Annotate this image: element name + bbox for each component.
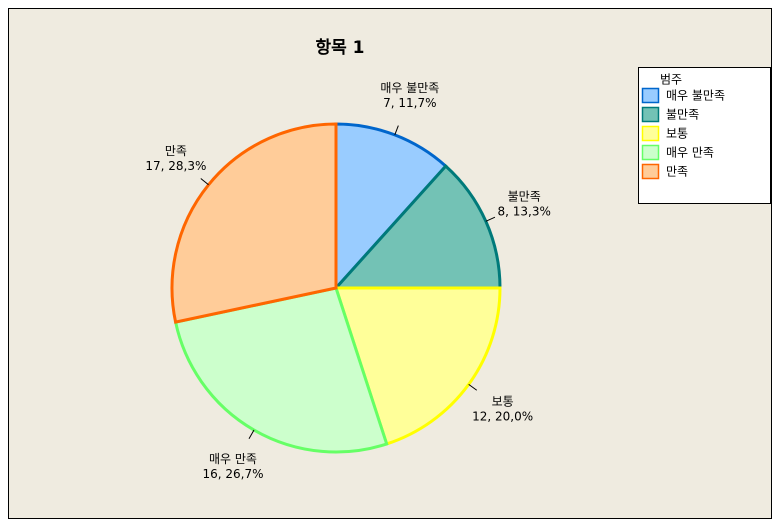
slice-value-label: 17, 28,3% — [145, 159, 206, 173]
pie-slice — [332, 164, 502, 290]
legend-swatch — [641, 144, 660, 161]
chart-title: 항목 1 — [315, 37, 364, 58]
slice-label: 매우 만족 — [209, 452, 257, 466]
leader-line — [394, 125, 399, 136]
pie-slice — [170, 122, 338, 324]
legend-label: 매우 불만족 — [666, 89, 725, 103]
leader-line — [485, 216, 496, 222]
pie-slice — [173, 286, 389, 454]
legend-label: 매우 만족 — [666, 146, 714, 160]
legend-swatch — [641, 87, 660, 104]
slice-label: 매우 불만족 — [380, 81, 439, 95]
legend-label: 만족 — [666, 165, 688, 179]
slice-value-label: 16, 26,7% — [202, 467, 263, 481]
slice-label: 보통 — [492, 395, 514, 409]
leader-line — [200, 178, 209, 186]
pie-slice — [333, 286, 502, 446]
legend-title: 범주 — [660, 73, 682, 87]
slice-label: 불만족 — [508, 190, 541, 204]
leader-line — [248, 429, 255, 439]
slice-value-label: 7, 11,7% — [383, 96, 436, 110]
legend-label: 보통 — [666, 127, 688, 141]
slice-label: 만족 — [165, 144, 187, 158]
legend-label: 불만족 — [666, 108, 699, 122]
pie-slice — [334, 122, 448, 292]
slice-value-label: 12, 20,0% — [472, 410, 533, 424]
legend-swatch — [641, 106, 660, 123]
leader-line — [468, 383, 478, 391]
slice-value-label: 8, 13,3% — [497, 205, 550, 219]
legend-swatch — [641, 163, 660, 180]
legend-box — [638, 67, 771, 204]
legend-swatch — [641, 125, 660, 142]
